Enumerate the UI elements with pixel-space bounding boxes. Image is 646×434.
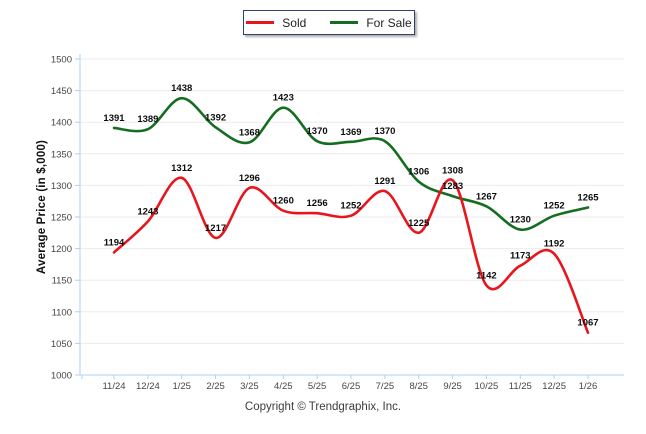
sold-line-swatch (246, 21, 275, 24)
legend-label-sold: Sold (282, 15, 307, 30)
data-label: 1194 (104, 237, 125, 248)
x-tick-label: 10/25 (475, 381, 499, 392)
data-label: 1252 (544, 201, 565, 212)
data-label: 1217 (205, 223, 226, 234)
data-label: 1308 (442, 165, 463, 176)
data-label: 1423 (273, 93, 294, 104)
data-label: 1252 (340, 201, 361, 212)
data-label: 1230 (510, 215, 531, 226)
x-tick-label: 2/25 (206, 381, 225, 392)
for-sale-line (112, 96, 590, 231)
y-tick-label: 1450 (51, 86, 72, 97)
sold-line (112, 176, 590, 334)
x-tick-label: 9/25 (443, 381, 462, 392)
x-tick-label: 1/26 (579, 381, 598, 392)
y-tick-label: 1100 (52, 307, 72, 318)
x-tick-label: 7/25 (376, 381, 395, 392)
y-tick-label: 1200 (51, 244, 72, 255)
data-label: 1370 (307, 126, 328, 137)
data-label: 1256 (307, 198, 328, 209)
x-tick-label: 12/24 (136, 381, 160, 392)
data-label: 1368 (239, 127, 260, 138)
x-tick-label: 11/25 (509, 381, 532, 392)
y-tick-label: 1150 (52, 276, 72, 287)
data-label: 1291 (374, 176, 396, 187)
y-tick-label: 1500 (51, 55, 72, 66)
data-label: 1392 (205, 112, 226, 123)
y-tick-label: 1050 (51, 339, 72, 350)
legend-item-sold: Sold (246, 16, 306, 30)
y-tick-label: 1400 (51, 118, 72, 129)
data-label: 1438 (171, 83, 192, 94)
data-label: 1389 (137, 114, 158, 125)
copyright-text: Copyright © Trendgraphix, Inc. (244, 401, 402, 413)
x-tick-label: 3/25 (240, 381, 259, 392)
y-tick-label: 1000 (51, 371, 72, 382)
data-label: 1142 (476, 270, 497, 281)
data-label: 1391 (103, 113, 125, 124)
data-label: 1296 (239, 173, 260, 184)
data-label: 1306 (408, 167, 429, 178)
data-label: 1173 (510, 251, 531, 262)
y-tick-label: 1250 (51, 213, 72, 224)
x-tick-label: 1/25 (172, 381, 191, 392)
y-tick-label: 1350 (51, 149, 72, 160)
data-label: 1243 (137, 206, 158, 217)
y-tick-label: 1300 (51, 181, 72, 192)
data-label: 1265 (577, 193, 599, 204)
legend-item-for-sale: For Sale (330, 15, 412, 30)
x-tick-label: 4/25 (274, 381, 293, 392)
data-label: 1369 (340, 127, 361, 138)
data-label: 1225 (408, 218, 430, 229)
data-label: 1283 (442, 181, 463, 192)
data-label: 1370 (374, 126, 395, 137)
data-label: 1192 (544, 239, 565, 250)
legend: Sold For Sale (243, 10, 415, 35)
x-tick-label: 11/24 (102, 381, 125, 392)
x-tick-label: 6/25 (342, 381, 361, 392)
data-label: 1260 (273, 196, 294, 207)
x-tick-label: 8/25 (409, 381, 428, 392)
data-label: 1312 (171, 163, 192, 174)
legend-label-for-sale: For Sale (366, 15, 412, 30)
x-tick-label: 12/25 (542, 381, 566, 392)
for-sale-line-swatch (330, 21, 359, 24)
data-label: 1267 (476, 191, 497, 202)
x-tick-label: 5/25 (308, 381, 327, 392)
data-label: 1067 (577, 318, 598, 329)
